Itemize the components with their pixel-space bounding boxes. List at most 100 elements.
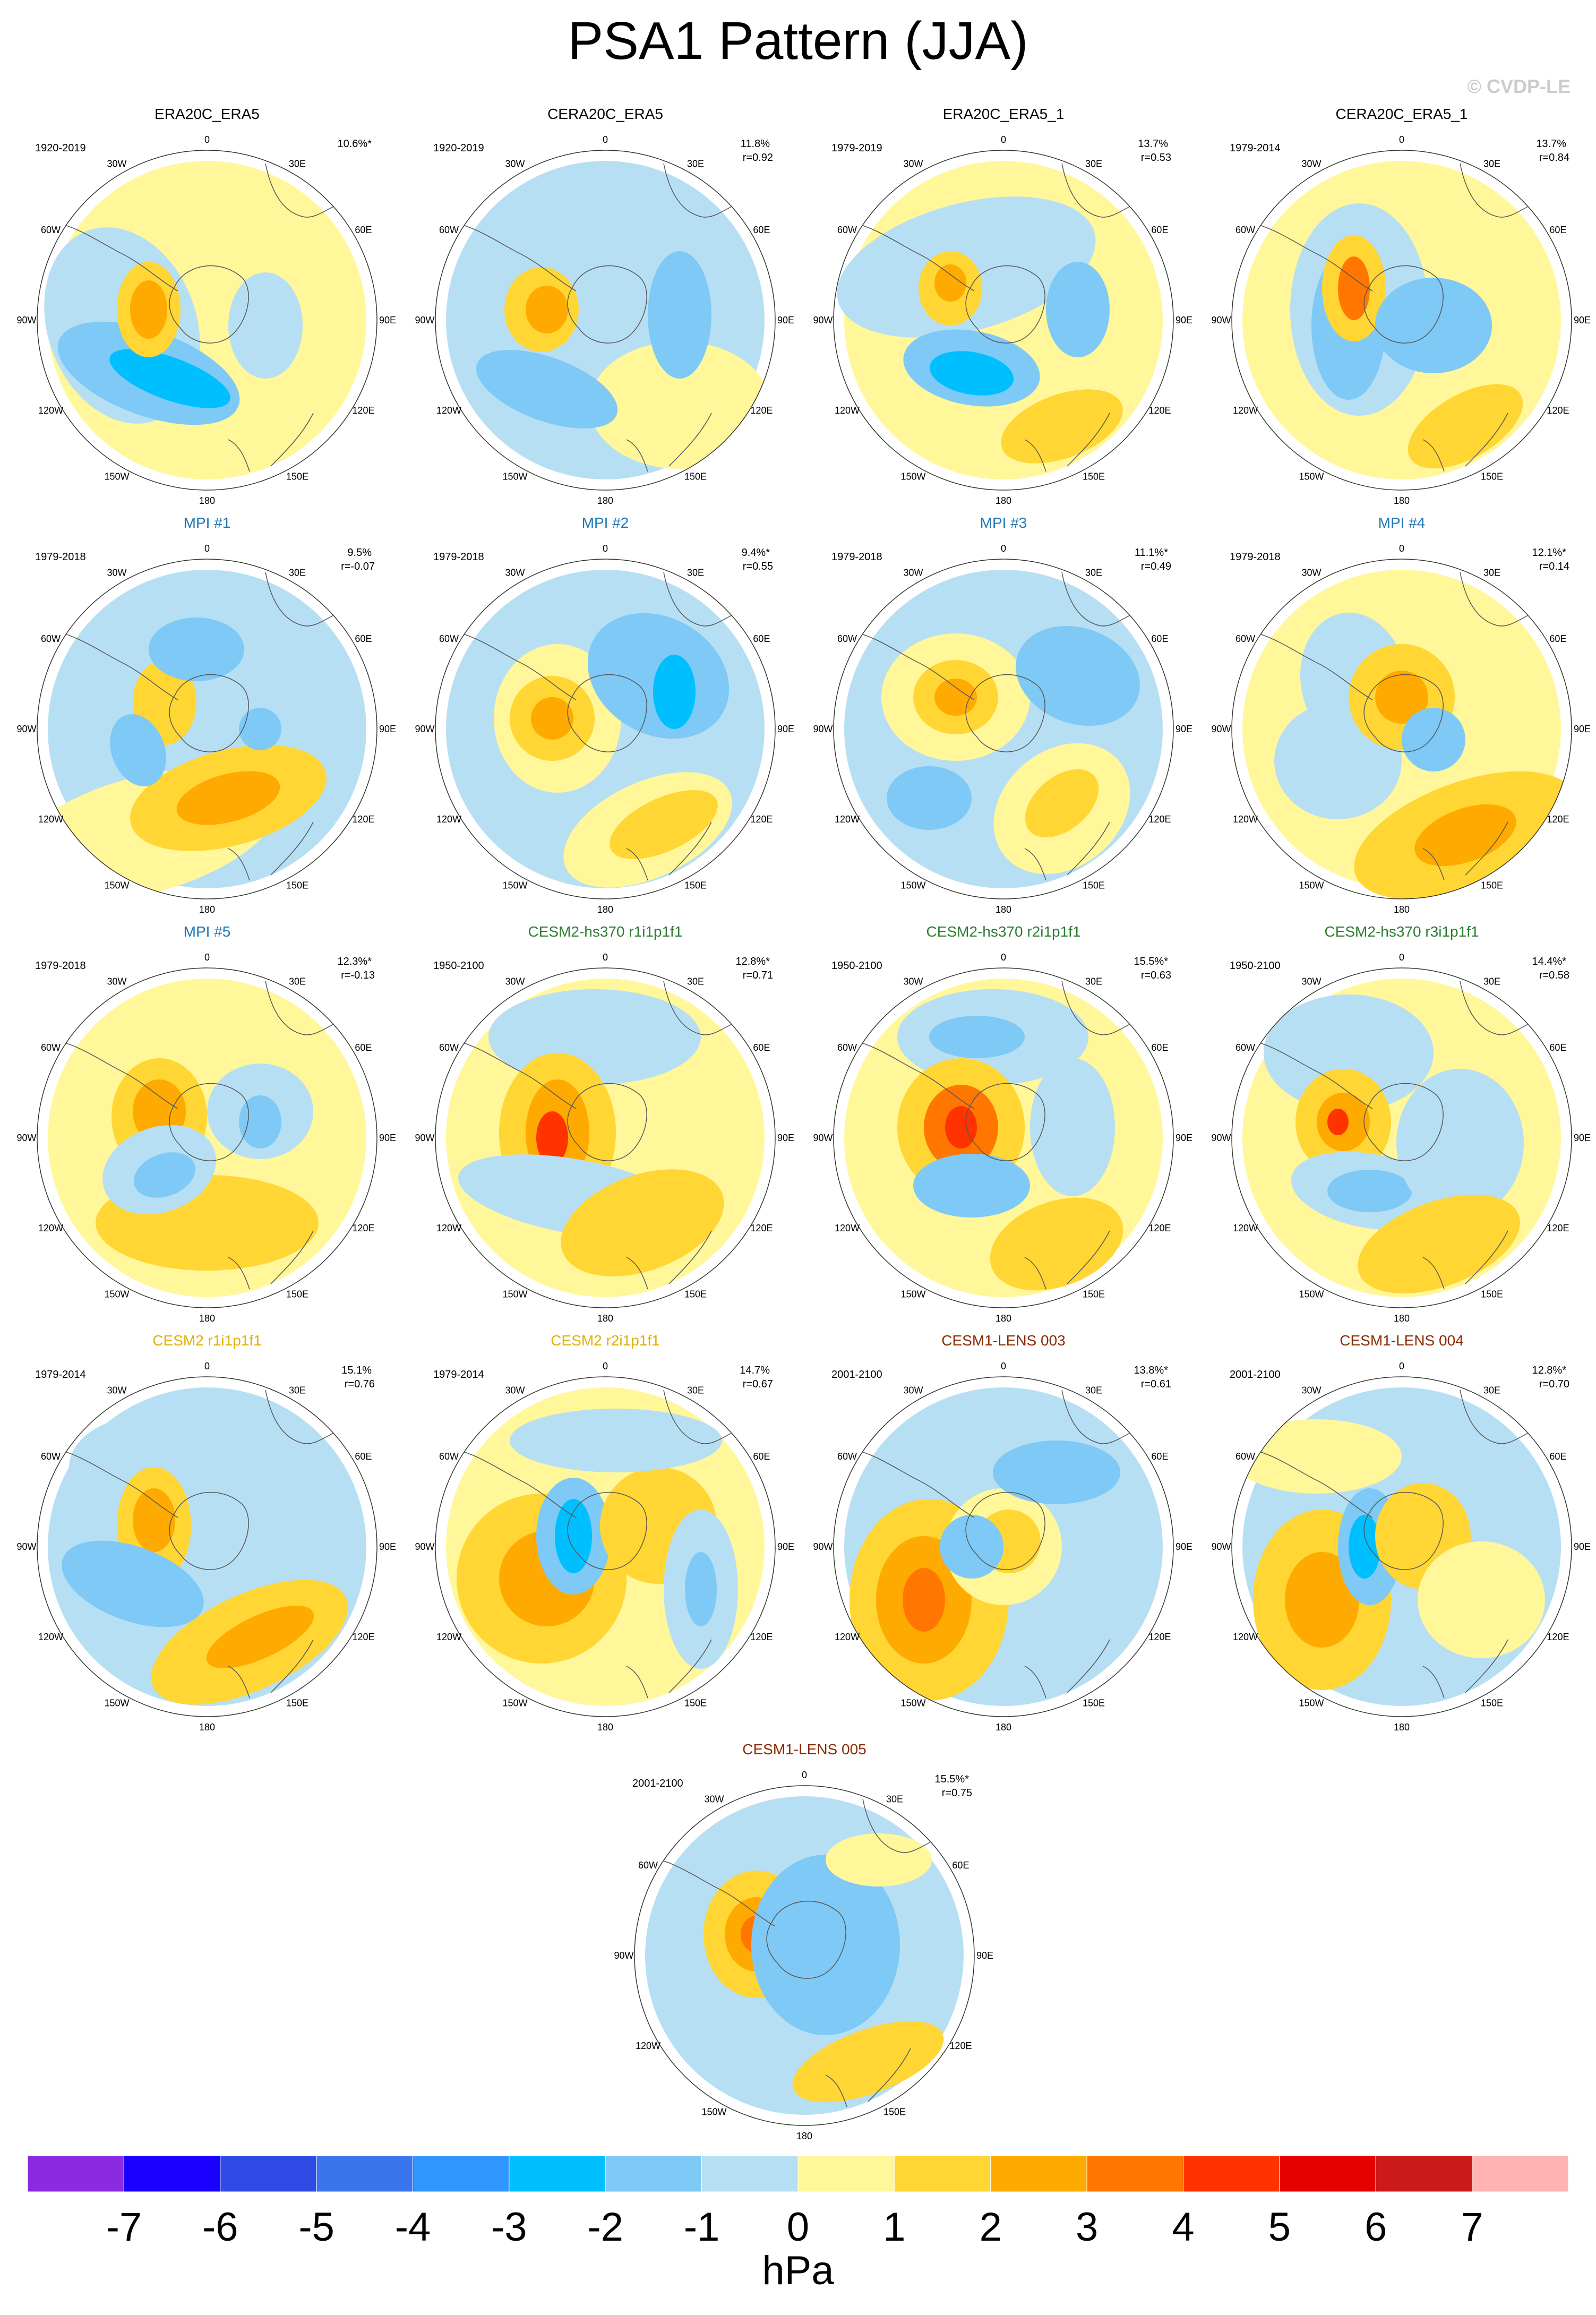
polar-map: 0 30E 60E 90E 120E 150E 180 150W 120W 90W 60W 30W [16, 543, 396, 915]
antarctica-coastline [965, 1083, 1045, 1161]
polar-map: 0 30E 60E 90E 120E 150E 180 150W 120W 90W 60W 30W [1211, 134, 1591, 506]
panel-correlation: r=0.71 [742, 970, 773, 981]
longitude-label: 30E [687, 1385, 704, 1396]
map-boundary [37, 1376, 377, 1717]
colorbar-swatch [1472, 2156, 1568, 2192]
longitude-label: 30W [903, 159, 923, 169]
longitude-label: 90W [614, 1950, 633, 1961]
longitude-label: 90W [415, 1541, 434, 1552]
south-america-coastline [1247, 1448, 1373, 1518]
anomaly-contour [887, 766, 972, 830]
australia-coastline [1024, 413, 1110, 472]
panel-correlation: r=0.63 [1140, 970, 1171, 981]
longitude-label: 180 [199, 1722, 215, 1733]
longitude-label: 150E [1481, 880, 1503, 890]
africa-coastline [1460, 572, 1530, 627]
australia-coastline [1422, 1639, 1508, 1699]
anomaly-contour [1349, 1515, 1380, 1579]
colorbar-tick-label: 0 [786, 2205, 810, 2250]
longitude-label: 90W [813, 724, 833, 734]
longitude-label: 0 [1001, 134, 1006, 145]
longitude-label: 120E [352, 1223, 374, 1233]
australia-coastline [1024, 1230, 1110, 1290]
longitude-label: 30W [107, 159, 126, 169]
anomaly-contour [62, 1540, 204, 1627]
longitude-label: 0 [204, 952, 210, 963]
colorbar-tick-label: -4 [394, 2205, 431, 2250]
longitude-label: 120W [38, 1223, 63, 1233]
longitude-label: 30W [903, 976, 923, 987]
longitude-label: 30W [107, 568, 126, 578]
anomaly-contour [1358, 1195, 1520, 1293]
longitude-label: 150E [684, 1697, 707, 1708]
australia-coastline [1024, 1639, 1110, 1699]
africa-coastline [1061, 572, 1131, 627]
panel-title: ERA20C_ERA5 [155, 106, 260, 122]
longitude-label: 150W [1299, 880, 1324, 890]
australia-coastline [1422, 821, 1508, 881]
australia-coastline [228, 413, 314, 472]
longitude-label: 90W [1211, 724, 1231, 734]
panel-period: 1920-2019 [35, 142, 86, 154]
antarctica-coastline [169, 265, 249, 344]
map-boundary [833, 559, 1174, 899]
africa-coastline [1061, 1390, 1131, 1444]
anomaly-contour [1046, 262, 1110, 357]
longitude-label: 120E [352, 814, 374, 825]
panel-title: CERA20C_ERA5_1 [1335, 106, 1468, 122]
panel-variance-pct: 15.5%* [1134, 956, 1169, 967]
anomaly-contour [1025, 769, 1099, 838]
africa-coastline [1460, 1390, 1530, 1444]
longitude-label: 60E [355, 225, 372, 235]
longitude-label: 150E [883, 2106, 906, 2117]
anomaly-contour [133, 1152, 196, 1198]
longitude-label: 30W [1301, 1385, 1321, 1396]
panel-period: 1979-2018 [35, 551, 86, 563]
longitude-label: 180 [996, 904, 1011, 915]
longitude-label: 0 [603, 952, 608, 963]
panel-correlation: r=-0.13 [341, 970, 375, 981]
longitude-label: 150W [701, 2106, 726, 2117]
longitude-label: 60E [753, 1042, 770, 1053]
panel-correlation: r=0.58 [1539, 970, 1569, 981]
longitude-label: 90W [16, 1541, 36, 1552]
longitude-label: 180 [1394, 904, 1410, 915]
colorbar-tick-label: 7 [1461, 2205, 1483, 2250]
longitude-label: 150W [104, 471, 129, 482]
longitude-label: 150W [502, 880, 527, 890]
colorbar-tick-label: -7 [106, 2205, 142, 2250]
polar-map: 0 30E 60E 90E 120E 150E 180 150W 120W 90W 60W 30W [1211, 543, 1591, 915]
longitude-label: 30W [107, 976, 126, 987]
south-america-coastline [1247, 1039, 1373, 1109]
longitude-label: 30E [1085, 159, 1102, 169]
colorbar-tick-label: 2 [979, 2205, 1002, 2250]
longitude-label: 30E [289, 568, 306, 578]
panel-period: 1979-2018 [1230, 551, 1281, 563]
panel-variance-pct: 13.7% [1536, 138, 1566, 150]
longitude-label: 180 [796, 2131, 812, 2141]
longitude-label: 150E [1083, 1289, 1105, 1299]
anomaly-contour [149, 618, 244, 681]
panel-title: MPI #1 [183, 515, 231, 531]
map-boundary [1231, 559, 1572, 899]
africa-coastline [265, 572, 335, 627]
longitude-label: 30E [687, 568, 704, 578]
longitude-label: 0 [204, 1361, 210, 1371]
anomaly-contour [826, 1833, 932, 1887]
longitude-label: 60W [1235, 225, 1255, 235]
south-america-coastline [849, 1448, 975, 1518]
longitude-label: 30W [903, 568, 923, 578]
longitude-label: 120W [436, 814, 461, 825]
longitude-label: 90E [1574, 1541, 1591, 1552]
panel-correlation: r=-0.07 [341, 561, 375, 572]
colorbar-swatch [123, 2156, 221, 2192]
map-boundary [37, 150, 377, 491]
antarctica-coastline [965, 674, 1045, 752]
anomaly-contour [109, 349, 230, 408]
longitude-label: 180 [1394, 1722, 1410, 1733]
australia-coastline [1422, 1230, 1508, 1290]
panel-variance-pct: 9.5% [347, 547, 372, 559]
polar-map: 0 30E 60E 90E 120E 150E 180 150W 120W 90W 60W 30W [813, 543, 1192, 915]
longitude-label: 30E [289, 159, 306, 169]
panel-variance-pct: 14.7% [740, 1365, 770, 1376]
